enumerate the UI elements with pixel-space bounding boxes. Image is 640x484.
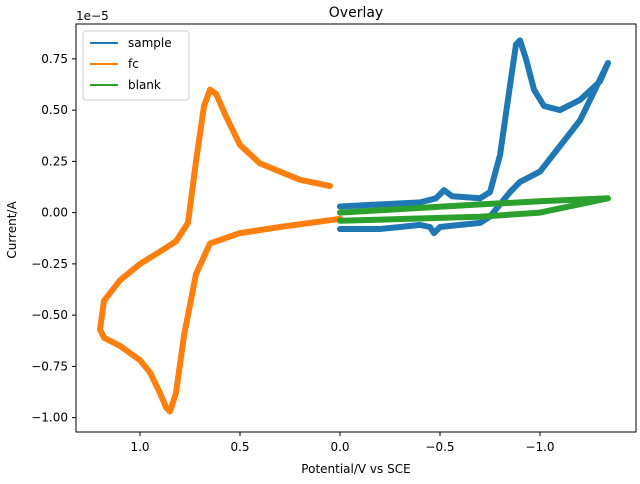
y-tick-label: 0.50 (41, 103, 68, 117)
y-tick-label: −0.25 (31, 257, 68, 271)
x-tick-label: 0.5 (230, 440, 249, 454)
legend-label-sample: sample (128, 36, 172, 50)
x-tick-label: −0.5 (425, 440, 454, 454)
y-tick-label: 0.00 (41, 206, 68, 220)
x-axis-label: Potential/V vs SCE (301, 462, 410, 476)
y-offset-text: 1e−5 (76, 9, 109, 23)
series-layer (97, 37, 611, 415)
x-tick-label: 0.0 (330, 440, 349, 454)
y-tick-label: −0.75 (31, 359, 68, 373)
series-line-blank (337, 195, 611, 224)
y-tick-label: 0.25 (41, 154, 68, 168)
y-tick-label: 0.75 (41, 52, 68, 66)
legend-frame (82, 30, 190, 101)
legend-label-blank: blank (128, 78, 161, 92)
series-line-fc (97, 86, 343, 415)
y-tick-label: −0.50 (31, 308, 68, 322)
chart-title: Overlay (329, 5, 383, 21)
plot-frame (75, 23, 637, 433)
legend-label-fc: fc (128, 57, 139, 71)
series-line-sample (337, 37, 611, 237)
tick-layer: 1.0 0.5 0.0 −0.5 −1.0 0.75 0.50 0.25 0.00 −0.25 −0… (31, 52, 554, 454)
x-tick-label: −1.0 (525, 440, 554, 454)
y-axis-label: Current/A (5, 201, 19, 259)
y-tick-label: −1.00 (31, 411, 68, 425)
x-tick-label: 1.0 (130, 440, 149, 454)
legend: sample fc blank (82, 30, 190, 101)
